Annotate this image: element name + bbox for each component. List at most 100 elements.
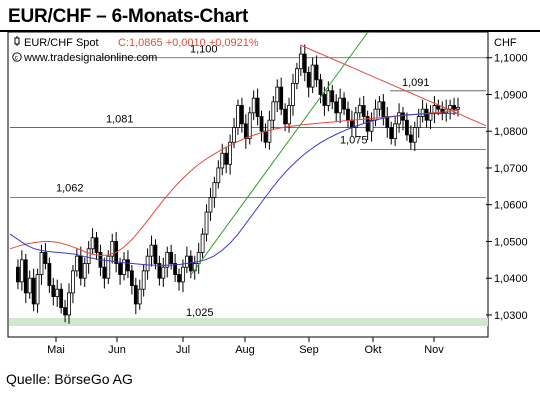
title-rule xyxy=(0,30,540,32)
candle xyxy=(338,88,343,124)
y-axis-ticks: 1,0300 1,0400 1,0500 1,0600 1,0700 1,0800 1,09… xyxy=(486,53,528,322)
candle xyxy=(444,99,449,122)
candle xyxy=(448,99,453,120)
candle xyxy=(306,66,311,98)
legend: EUR/CHF Spot C:1,0865 +0,0010 +0,0921% c… xyxy=(12,36,259,64)
candle xyxy=(208,187,213,221)
candle xyxy=(169,244,174,270)
candle xyxy=(133,277,138,315)
candle xyxy=(424,103,429,128)
candle xyxy=(23,253,28,304)
candle xyxy=(377,95,382,117)
candle xyxy=(153,239,158,270)
candle xyxy=(129,264,134,295)
candle xyxy=(397,103,401,133)
candle xyxy=(157,255,162,286)
candle xyxy=(110,233,115,264)
candle xyxy=(173,253,177,282)
candle xyxy=(334,94,339,122)
candle xyxy=(43,242,48,270)
y-tick-label: 1,0800 xyxy=(494,126,528,138)
candle xyxy=(27,270,32,299)
candle xyxy=(412,121,417,152)
candle xyxy=(216,160,221,189)
candle xyxy=(145,248,150,280)
candle xyxy=(353,106,358,138)
candle xyxy=(357,97,362,119)
candle xyxy=(318,73,323,104)
y-tick-label: 1,0300 xyxy=(494,310,528,322)
y-tick-label: 1,0900 xyxy=(494,89,528,101)
y-tick-label: 1,0400 xyxy=(494,273,528,285)
candle xyxy=(204,204,209,242)
candle xyxy=(71,264,75,304)
candle xyxy=(236,99,240,135)
candle xyxy=(416,108,421,138)
candle xyxy=(389,121,394,145)
chart-title: EUR/CHF – 6-Monats-Chart xyxy=(8,6,249,27)
candle xyxy=(196,242,201,274)
candle xyxy=(342,92,346,116)
candle xyxy=(393,116,398,146)
candle xyxy=(137,279,142,310)
candle xyxy=(271,95,276,130)
candle xyxy=(228,134,233,175)
support-band xyxy=(9,318,488,326)
candle xyxy=(259,110,264,142)
x-tick-label: Mai xyxy=(47,344,65,356)
candle xyxy=(47,257,52,293)
candle xyxy=(141,264,146,297)
candle xyxy=(302,44,307,82)
candle xyxy=(78,246,83,286)
candle xyxy=(90,228,95,255)
x-tick-label: Jul xyxy=(176,344,190,356)
x-tick-label: Sep xyxy=(299,344,319,356)
candle xyxy=(251,90,256,121)
candle xyxy=(295,62,299,90)
candle xyxy=(19,250,24,291)
x-tick-label: Aug xyxy=(235,344,255,356)
candle xyxy=(51,277,56,306)
legend-website: www.tradesignalonline.com xyxy=(23,52,157,64)
level-label: 1,075 xyxy=(340,135,368,147)
candle xyxy=(35,268,40,313)
y-tick-label: 1,0700 xyxy=(494,163,528,175)
level-label: 1,091 xyxy=(402,77,430,89)
candle xyxy=(279,77,284,116)
candle xyxy=(149,235,154,267)
candle xyxy=(432,95,437,124)
candle xyxy=(247,106,252,145)
level-label: 1,100 xyxy=(190,44,218,56)
candle xyxy=(212,176,217,208)
x-axis-months: Mai Jun Jul Aug Sep Okt Nov xyxy=(47,337,444,356)
uptrend-line xyxy=(189,31,369,277)
candle xyxy=(291,73,295,116)
candle xyxy=(39,244,44,285)
candle xyxy=(161,257,166,288)
x-tick-label: Nov xyxy=(424,344,444,356)
candle xyxy=(440,101,445,121)
candle xyxy=(420,99,425,123)
candle xyxy=(74,248,79,277)
candle xyxy=(373,99,378,127)
candle xyxy=(16,259,20,290)
level-label: 1,062 xyxy=(56,182,84,194)
candle-series xyxy=(16,44,460,324)
candle xyxy=(94,231,99,260)
unit-label: CHF xyxy=(494,37,517,49)
moving-average-blue xyxy=(9,112,458,266)
svg-text:c: c xyxy=(15,55,19,62)
candle xyxy=(385,106,390,138)
candle xyxy=(165,246,170,278)
candle xyxy=(350,110,354,137)
candle-legend-icon xyxy=(14,36,20,46)
legend-quote: C:1,0865 +0,0010 +0,0921% xyxy=(118,37,259,49)
candle xyxy=(59,283,64,314)
candle xyxy=(177,268,181,291)
y-tick-label: 1,0500 xyxy=(494,236,528,248)
legend-symbol: EUR/CHF Spot xyxy=(24,37,99,49)
candle xyxy=(126,250,130,279)
candle xyxy=(365,110,370,141)
downtrend-line xyxy=(299,44,487,127)
candle xyxy=(283,103,288,132)
